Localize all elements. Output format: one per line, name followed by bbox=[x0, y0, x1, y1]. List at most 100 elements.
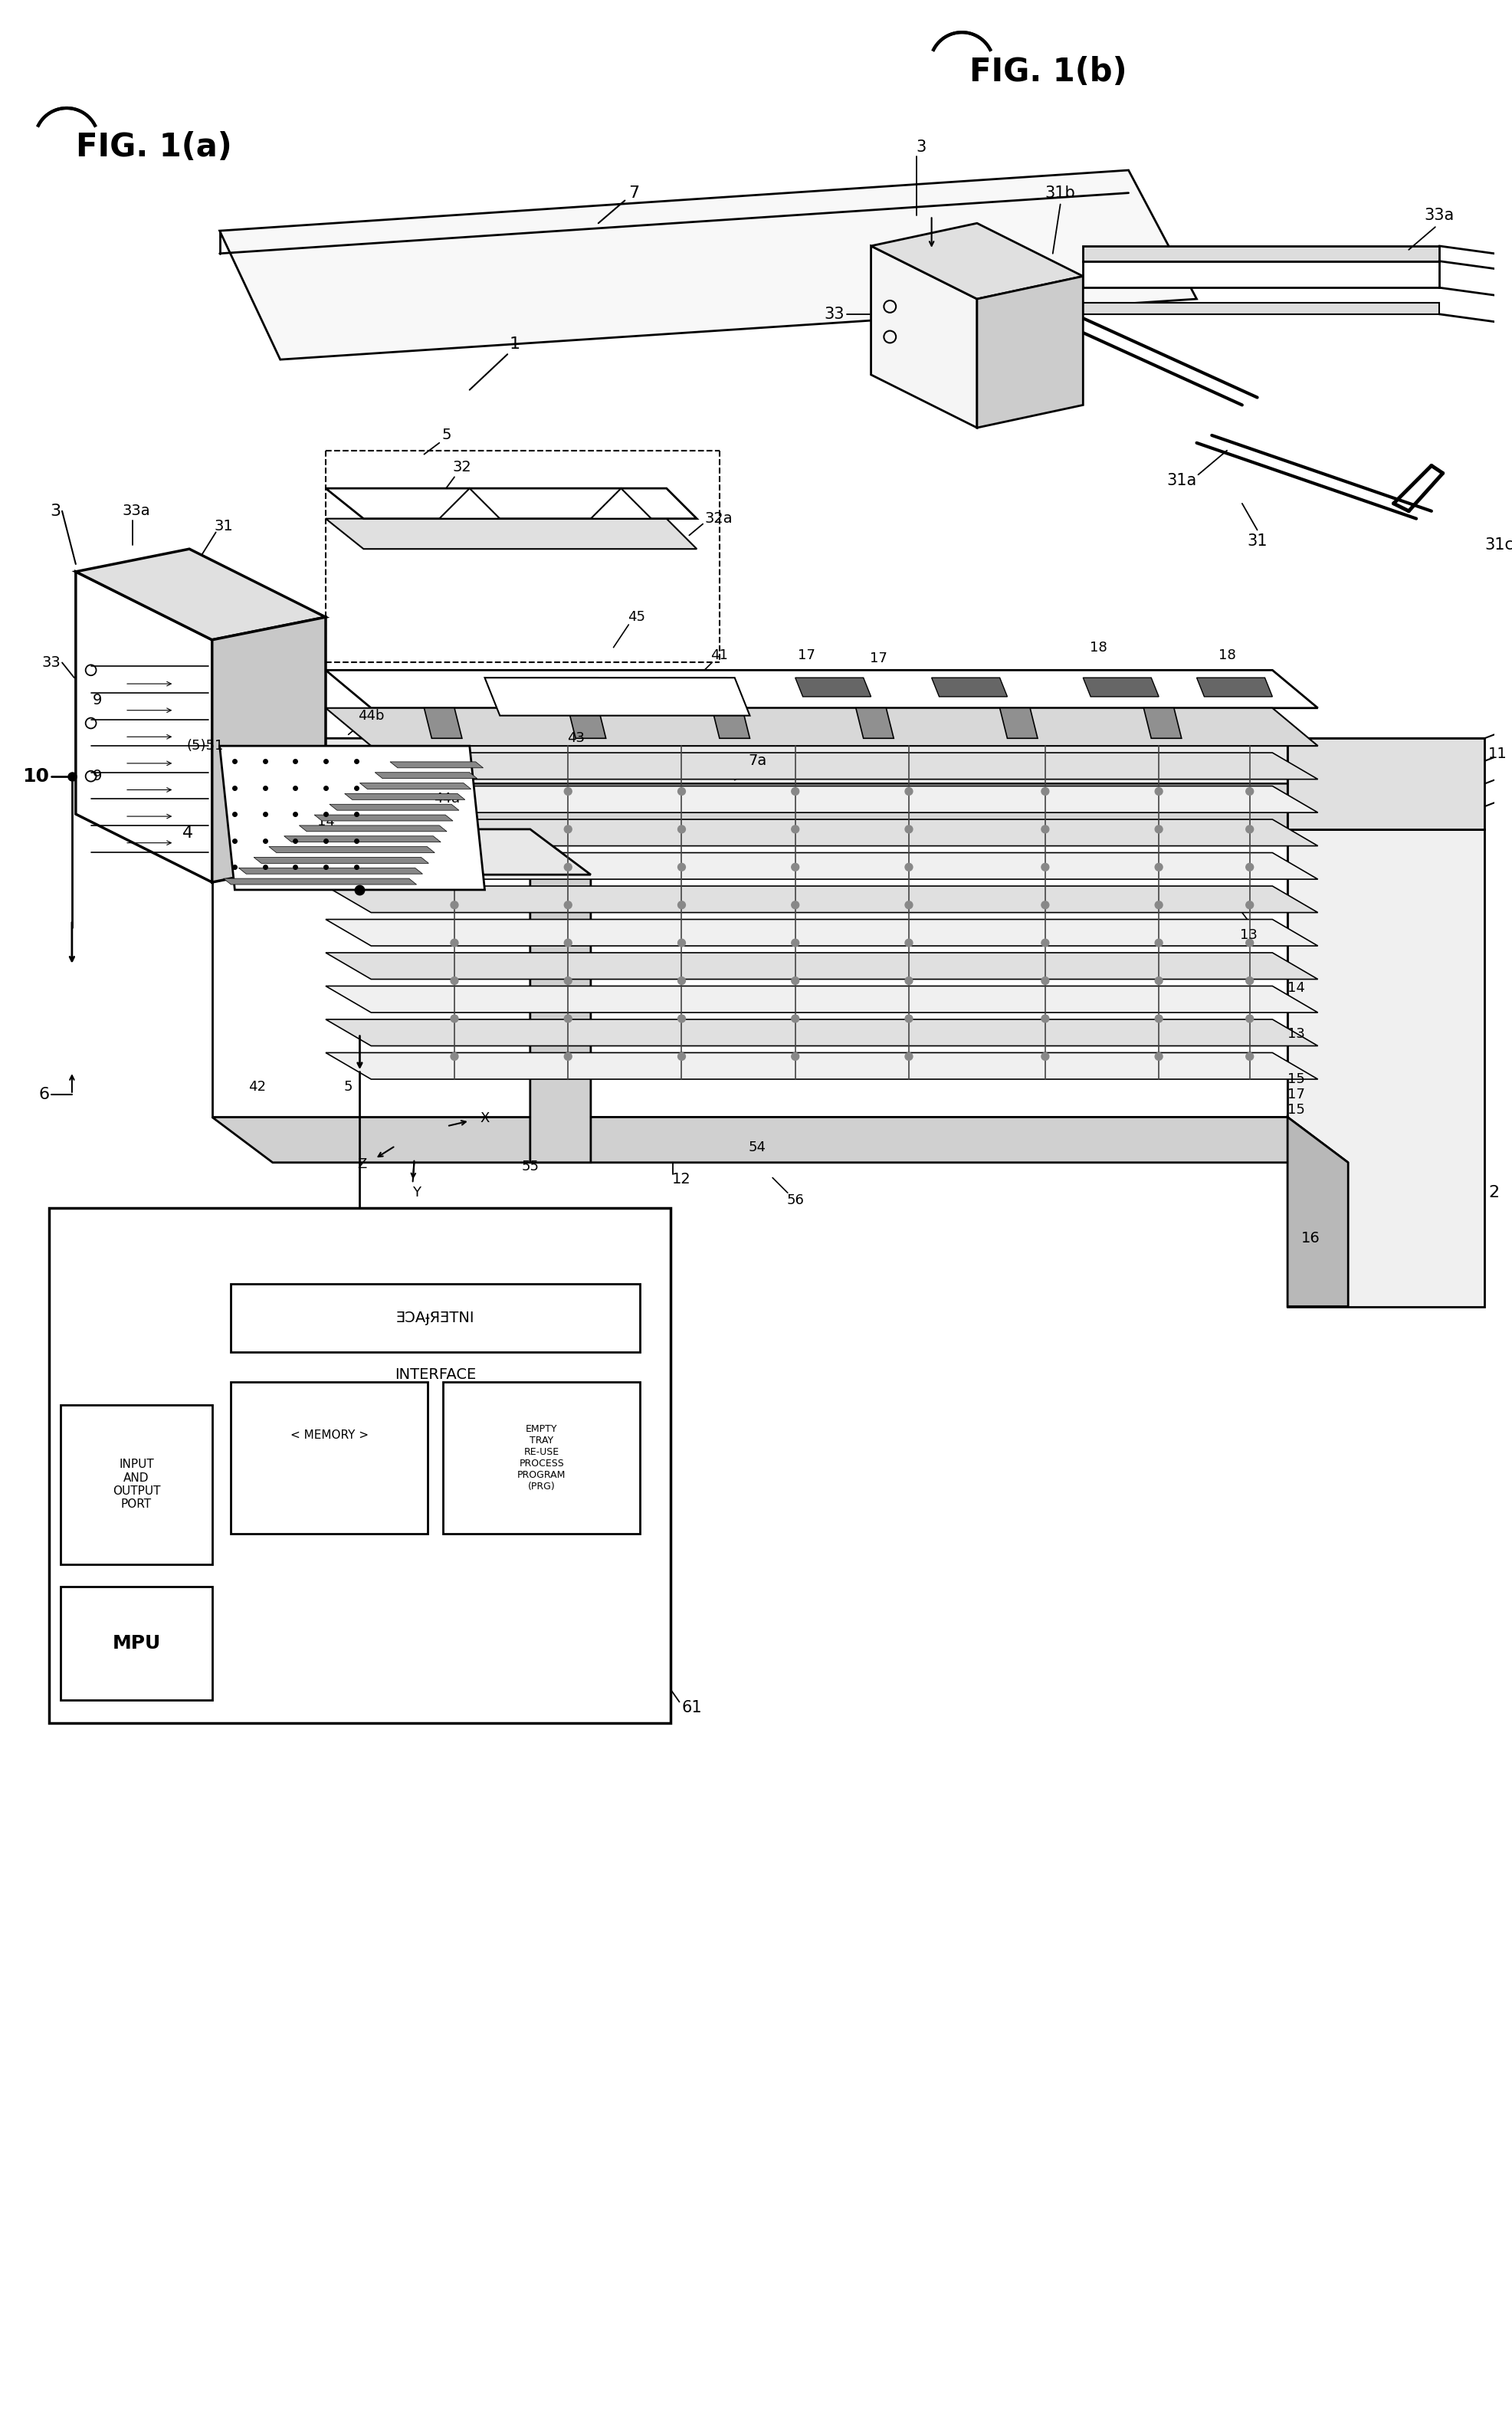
Bar bbox=[443, 1381, 640, 1534]
Text: 31b: 31b bbox=[1045, 186, 1075, 201]
Polygon shape bbox=[212, 617, 325, 883]
Text: 32a: 32a bbox=[705, 510, 732, 525]
Circle shape bbox=[1042, 1052, 1049, 1060]
Text: EMPTY
TRAY
RE-USE
PROCESS
PROGRAM
(PRG): EMPTY TRAY RE-USE PROCESS PROGRAM (PRG) bbox=[517, 1425, 565, 1493]
Polygon shape bbox=[325, 709, 1318, 745]
Circle shape bbox=[791, 789, 798, 796]
Text: Z: Z bbox=[357, 1156, 367, 1171]
Text: (5)51: (5)51 bbox=[186, 738, 224, 752]
Polygon shape bbox=[325, 919, 1318, 946]
Polygon shape bbox=[485, 677, 750, 716]
Bar bbox=[50, 1207, 670, 1722]
Circle shape bbox=[791, 902, 798, 910]
Circle shape bbox=[451, 1016, 458, 1023]
Text: 44b: 44b bbox=[358, 709, 384, 723]
Text: 32: 32 bbox=[452, 460, 472, 474]
Text: 17: 17 bbox=[1288, 1089, 1305, 1101]
Text: MPU: MPU bbox=[112, 1635, 160, 1652]
Bar bbox=[60, 1587, 212, 1701]
Text: 9: 9 bbox=[92, 769, 103, 784]
Polygon shape bbox=[325, 1018, 1318, 1045]
Text: 14: 14 bbox=[1288, 982, 1305, 994]
Circle shape bbox=[1246, 864, 1253, 871]
Text: 2: 2 bbox=[1488, 1185, 1498, 1200]
Circle shape bbox=[1042, 1016, 1049, 1023]
Polygon shape bbox=[269, 847, 435, 854]
Circle shape bbox=[906, 864, 913, 871]
Polygon shape bbox=[314, 815, 454, 820]
Polygon shape bbox=[219, 169, 1196, 360]
Text: 16: 16 bbox=[1300, 1231, 1320, 1246]
Polygon shape bbox=[375, 772, 478, 779]
Text: 3: 3 bbox=[916, 140, 927, 155]
Circle shape bbox=[1042, 864, 1049, 871]
Text: 31: 31 bbox=[213, 520, 233, 535]
Text: 9: 9 bbox=[92, 694, 103, 709]
Circle shape bbox=[1155, 864, 1163, 871]
Circle shape bbox=[791, 977, 798, 985]
Polygon shape bbox=[76, 549, 325, 641]
Polygon shape bbox=[977, 276, 1083, 428]
Polygon shape bbox=[1083, 302, 1439, 314]
Circle shape bbox=[451, 864, 458, 871]
Text: 7: 7 bbox=[629, 186, 640, 201]
Circle shape bbox=[906, 825, 913, 832]
Text: FIG. 1(b): FIG. 1(b) bbox=[969, 56, 1126, 87]
Circle shape bbox=[677, 939, 685, 946]
Polygon shape bbox=[1143, 709, 1181, 738]
Text: ƎƆAɟЯƎTNI: ƎƆAɟЯƎTNI bbox=[396, 1311, 475, 1326]
Text: 41: 41 bbox=[711, 648, 729, 663]
Text: 12: 12 bbox=[673, 1171, 691, 1185]
Circle shape bbox=[564, 825, 572, 832]
Text: 1: 1 bbox=[510, 336, 520, 353]
Circle shape bbox=[1246, 1016, 1253, 1023]
Polygon shape bbox=[931, 677, 1007, 697]
Bar bbox=[231, 1284, 640, 1352]
Circle shape bbox=[1155, 789, 1163, 796]
Circle shape bbox=[677, 789, 685, 796]
Text: 13: 13 bbox=[1288, 1026, 1305, 1040]
Circle shape bbox=[791, 1016, 798, 1023]
Circle shape bbox=[564, 789, 572, 796]
Text: INPUT
AND
OUTPUT
PORT: INPUT AND OUTPUT PORT bbox=[112, 1459, 160, 1509]
Polygon shape bbox=[440, 489, 500, 518]
Text: 55: 55 bbox=[522, 1159, 538, 1173]
Circle shape bbox=[1246, 939, 1253, 946]
Polygon shape bbox=[325, 854, 1318, 878]
Polygon shape bbox=[999, 709, 1037, 738]
Polygon shape bbox=[325, 786, 1318, 813]
Polygon shape bbox=[390, 762, 484, 767]
Polygon shape bbox=[284, 837, 442, 842]
Text: 14: 14 bbox=[318, 815, 334, 830]
Polygon shape bbox=[1288, 1118, 1349, 1306]
Polygon shape bbox=[856, 709, 894, 738]
Text: 5: 5 bbox=[442, 428, 452, 443]
Polygon shape bbox=[212, 830, 531, 1118]
Polygon shape bbox=[325, 953, 1318, 980]
Circle shape bbox=[1042, 902, 1049, 910]
Polygon shape bbox=[224, 878, 417, 885]
Polygon shape bbox=[1288, 830, 1485, 1306]
Text: 3: 3 bbox=[50, 503, 60, 518]
Polygon shape bbox=[325, 820, 1318, 847]
Circle shape bbox=[1155, 1052, 1163, 1060]
Circle shape bbox=[791, 939, 798, 946]
Text: 31: 31 bbox=[1247, 535, 1267, 549]
Text: 4: 4 bbox=[183, 825, 194, 842]
Circle shape bbox=[906, 977, 913, 985]
Text: < MEMORY >: < MEMORY > bbox=[290, 1430, 369, 1442]
Text: X: X bbox=[479, 1113, 490, 1125]
Circle shape bbox=[1042, 825, 1049, 832]
Text: 33: 33 bbox=[824, 307, 845, 322]
Text: INTERFACE: INTERFACE bbox=[395, 1367, 476, 1381]
Text: 18: 18 bbox=[1090, 641, 1107, 653]
Polygon shape bbox=[1288, 738, 1485, 830]
Polygon shape bbox=[239, 868, 423, 873]
Circle shape bbox=[564, 902, 572, 910]
Polygon shape bbox=[1083, 677, 1158, 697]
Text: 17: 17 bbox=[869, 651, 888, 665]
Text: 18: 18 bbox=[1219, 648, 1235, 663]
Circle shape bbox=[1155, 825, 1163, 832]
Polygon shape bbox=[212, 830, 591, 876]
Text: 56: 56 bbox=[786, 1193, 804, 1207]
